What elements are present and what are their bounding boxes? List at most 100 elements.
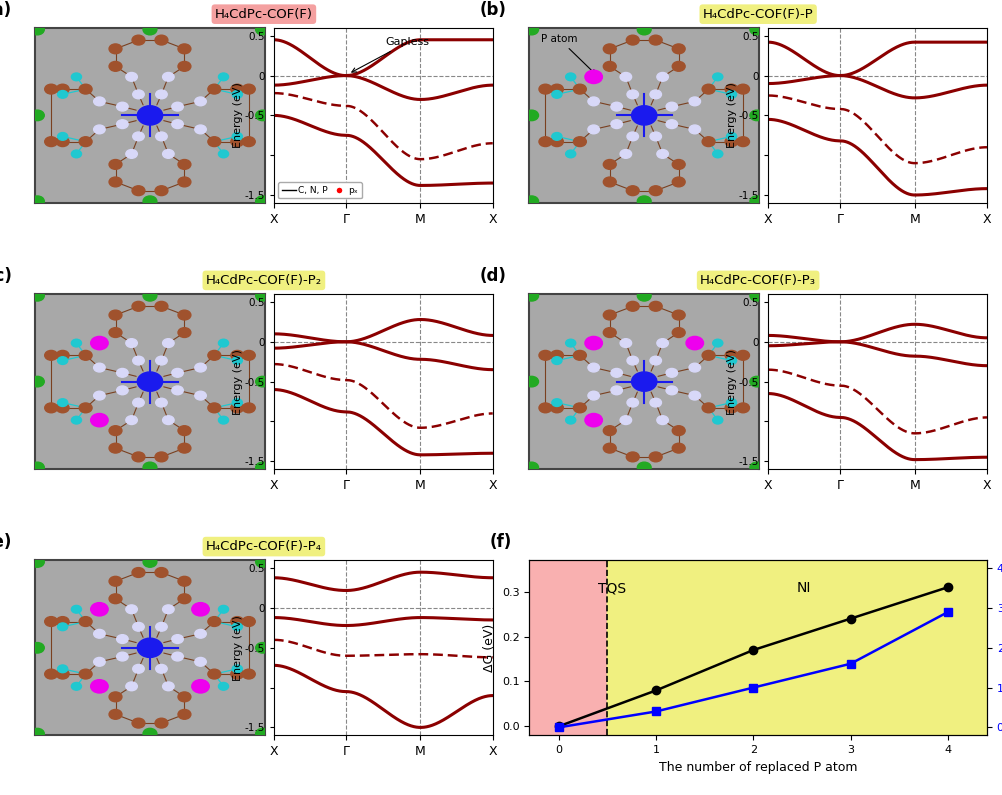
Circle shape [132, 452, 145, 462]
Circle shape [726, 91, 736, 99]
Circle shape [132, 186, 145, 196]
Circle shape [626, 452, 639, 462]
Circle shape [603, 160, 616, 169]
Circle shape [91, 603, 108, 616]
Circle shape [155, 718, 168, 728]
Circle shape [109, 444, 122, 453]
Circle shape [749, 111, 764, 121]
Circle shape [712, 417, 722, 424]
Circle shape [79, 669, 92, 679]
Text: NI: NI [797, 581, 811, 595]
Circle shape [56, 617, 69, 626]
Circle shape [178, 328, 190, 337]
Circle shape [178, 426, 190, 436]
Circle shape [116, 103, 128, 111]
Bar [529, 560, 607, 735]
Circle shape [539, 403, 552, 413]
Circle shape [702, 351, 715, 360]
Circle shape [71, 417, 81, 424]
Circle shape [137, 106, 162, 125]
Circle shape [30, 642, 44, 653]
Circle shape [649, 301, 662, 311]
Circle shape [126, 682, 137, 691]
Circle shape [603, 328, 616, 337]
Circle shape [126, 72, 137, 81]
Circle shape [162, 72, 174, 81]
Circle shape [672, 310, 685, 320]
Circle shape [218, 339, 228, 347]
Circle shape [194, 657, 206, 666]
Circle shape [539, 351, 552, 360]
Circle shape [611, 120, 622, 129]
Circle shape [627, 90, 638, 99]
Circle shape [93, 363, 105, 372]
Circle shape [178, 692, 190, 702]
Circle shape [242, 617, 256, 626]
Circle shape [603, 310, 616, 320]
Circle shape [649, 452, 662, 462]
Circle shape [566, 417, 576, 424]
Circle shape [57, 399, 68, 406]
Circle shape [143, 290, 157, 301]
Circle shape [702, 137, 715, 146]
Circle shape [71, 150, 81, 157]
Circle shape [155, 398, 167, 407]
Circle shape [230, 669, 243, 679]
Circle shape [57, 91, 68, 99]
Circle shape [525, 111, 538, 121]
Text: (a): (a) [0, 1, 12, 19]
Circle shape [650, 356, 661, 365]
Circle shape [230, 351, 243, 360]
Circle shape [649, 186, 662, 196]
Circle shape [603, 61, 616, 72]
Circle shape [603, 426, 616, 436]
Circle shape [155, 132, 167, 141]
Circle shape [637, 290, 651, 301]
Circle shape [132, 568, 145, 577]
Circle shape [143, 196, 157, 207]
Circle shape [162, 605, 174, 614]
Circle shape [657, 149, 668, 158]
Circle shape [171, 386, 183, 395]
Circle shape [256, 556, 270, 568]
Circle shape [588, 363, 599, 372]
Circle shape [93, 391, 105, 400]
Circle shape [712, 73, 722, 81]
Circle shape [132, 718, 145, 728]
Circle shape [702, 84, 715, 94]
Circle shape [566, 150, 576, 157]
Circle shape [79, 84, 92, 94]
Circle shape [620, 72, 631, 81]
Circle shape [657, 416, 668, 425]
Circle shape [171, 120, 183, 129]
Circle shape [725, 84, 738, 94]
Circle shape [116, 120, 128, 129]
Circle shape [242, 351, 256, 360]
Circle shape [218, 606, 228, 613]
Circle shape [126, 605, 137, 614]
Y-axis label: Energy (eV): Energy (eV) [727, 83, 737, 149]
Circle shape [191, 680, 209, 693]
Circle shape [650, 398, 661, 407]
Circle shape [550, 351, 563, 360]
Circle shape [631, 106, 657, 125]
Circle shape [45, 617, 57, 626]
Circle shape [666, 103, 677, 111]
Circle shape [143, 25, 157, 35]
Circle shape [726, 357, 736, 364]
Circle shape [585, 70, 602, 83]
Circle shape [230, 137, 243, 146]
Circle shape [79, 617, 92, 626]
Circle shape [79, 137, 92, 146]
Circle shape [155, 452, 168, 462]
Circle shape [525, 290, 538, 301]
Circle shape [155, 35, 168, 45]
Text: (f): (f) [489, 533, 511, 551]
Circle shape [178, 709, 190, 719]
Circle shape [137, 638, 162, 657]
Circle shape [45, 669, 57, 679]
Circle shape [155, 665, 167, 673]
Circle shape [71, 73, 81, 81]
Circle shape [627, 356, 638, 365]
Y-axis label: Energy (eV): Energy (eV) [233, 349, 243, 414]
